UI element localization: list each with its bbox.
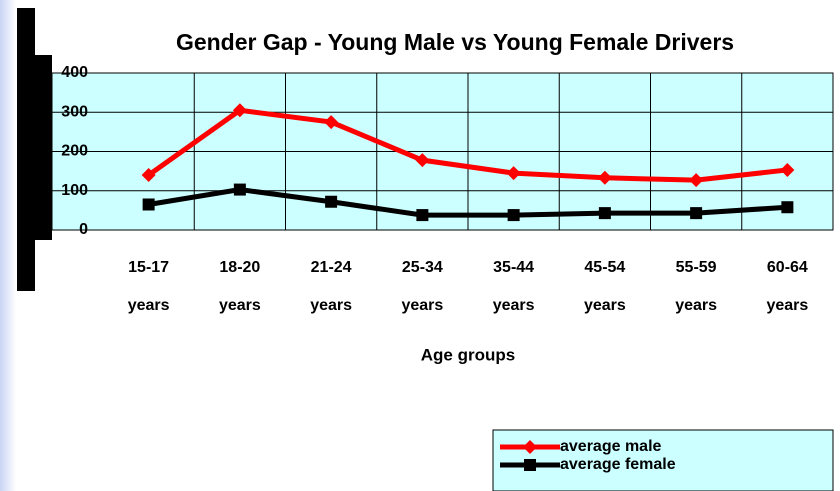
x-tick-label: 21-24 years [310,259,352,314]
chart-title: Gender Gap - Young Male vs Young Female … [176,29,734,55]
marker [141,168,156,183]
marker [324,115,339,130]
occluder [35,55,52,240]
marker [233,183,246,196]
x-tick-label: 55-59 years [675,259,717,314]
marker [781,201,794,214]
series-line [148,187,788,218]
legend-label: average male [560,438,662,455]
x-tick-label: 60-64 years [766,259,808,314]
x-tick-label: 15-17 years [128,259,170,314]
x-tick-label: 35-44 years [493,259,535,314]
marker [507,209,520,222]
legend [492,429,834,491]
marker [506,166,521,181]
occluder [17,8,35,291]
series-line [147,107,788,183]
legend-marker [524,459,536,471]
marker [780,162,795,177]
marker [597,170,612,185]
marker [598,207,611,220]
marker [415,153,430,168]
marker [232,103,247,118]
marker [689,173,704,188]
marker [325,195,338,208]
x-axis-label: Age groups [421,345,515,364]
x-tick-label: 25-34 years [401,259,443,314]
legend-marker [523,440,537,454]
marker [690,207,703,220]
marker [416,209,429,222]
marker [142,198,155,211]
side-strip [0,0,16,491]
x-tick-label: 45-54 years [584,259,626,314]
x-tick-label: 18-20 years [219,259,261,314]
legend-label: average female [560,456,676,473]
